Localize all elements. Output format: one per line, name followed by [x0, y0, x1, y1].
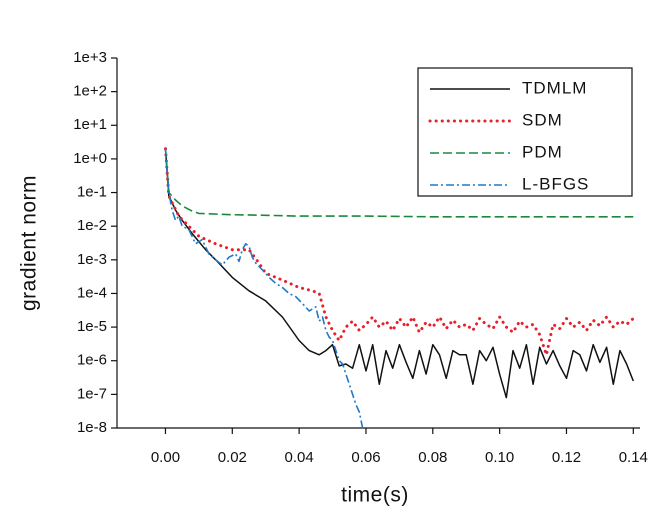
- y-tick-label: 1e-2: [77, 217, 107, 234]
- y-tick-label: 1e-7: [77, 385, 107, 402]
- y-tick-label: 1e+2: [73, 83, 107, 100]
- series-line: [164, 148, 634, 218]
- x-axis-title: time(s): [341, 484, 409, 507]
- x-tick-label: 0.10: [485, 449, 514, 466]
- legend-label: SDM: [522, 110, 563, 129]
- x-tick-label: 0.06: [351, 449, 380, 466]
- x-tick-label: 0.02: [218, 449, 247, 466]
- x-tick-label: 0.00: [151, 449, 180, 466]
- legend-label: TDMLM: [522, 78, 587, 97]
- y-tick-label: 1e-4: [77, 284, 107, 301]
- legend-label: L-BFGS: [522, 174, 589, 193]
- legend-label: PDM: [522, 142, 563, 161]
- x-tick-label: 0.14: [619, 449, 648, 466]
- x-tick-label: 0.12: [552, 449, 581, 466]
- series-line: [164, 147, 635, 357]
- y-tick-label: 1e-3: [77, 251, 107, 268]
- y-tick-label: 1e-6: [77, 352, 107, 369]
- y-tick-label: 1e-1: [77, 184, 107, 201]
- series-line: [164, 148, 634, 399]
- y-axis-title: gradient norm: [18, 175, 41, 311]
- y-tick-label: 1e+3: [73, 49, 107, 66]
- y-tick-label: 1e+0: [73, 150, 107, 167]
- y-tick-label: 1e+1: [73, 116, 107, 133]
- series-line: [164, 148, 364, 429]
- y-tick-label: 1e-5: [77, 318, 107, 335]
- x-tick-label: 0.08: [418, 449, 447, 466]
- y-tick-label: 1e-8: [77, 419, 107, 436]
- x-tick-label: 0.04: [285, 449, 314, 466]
